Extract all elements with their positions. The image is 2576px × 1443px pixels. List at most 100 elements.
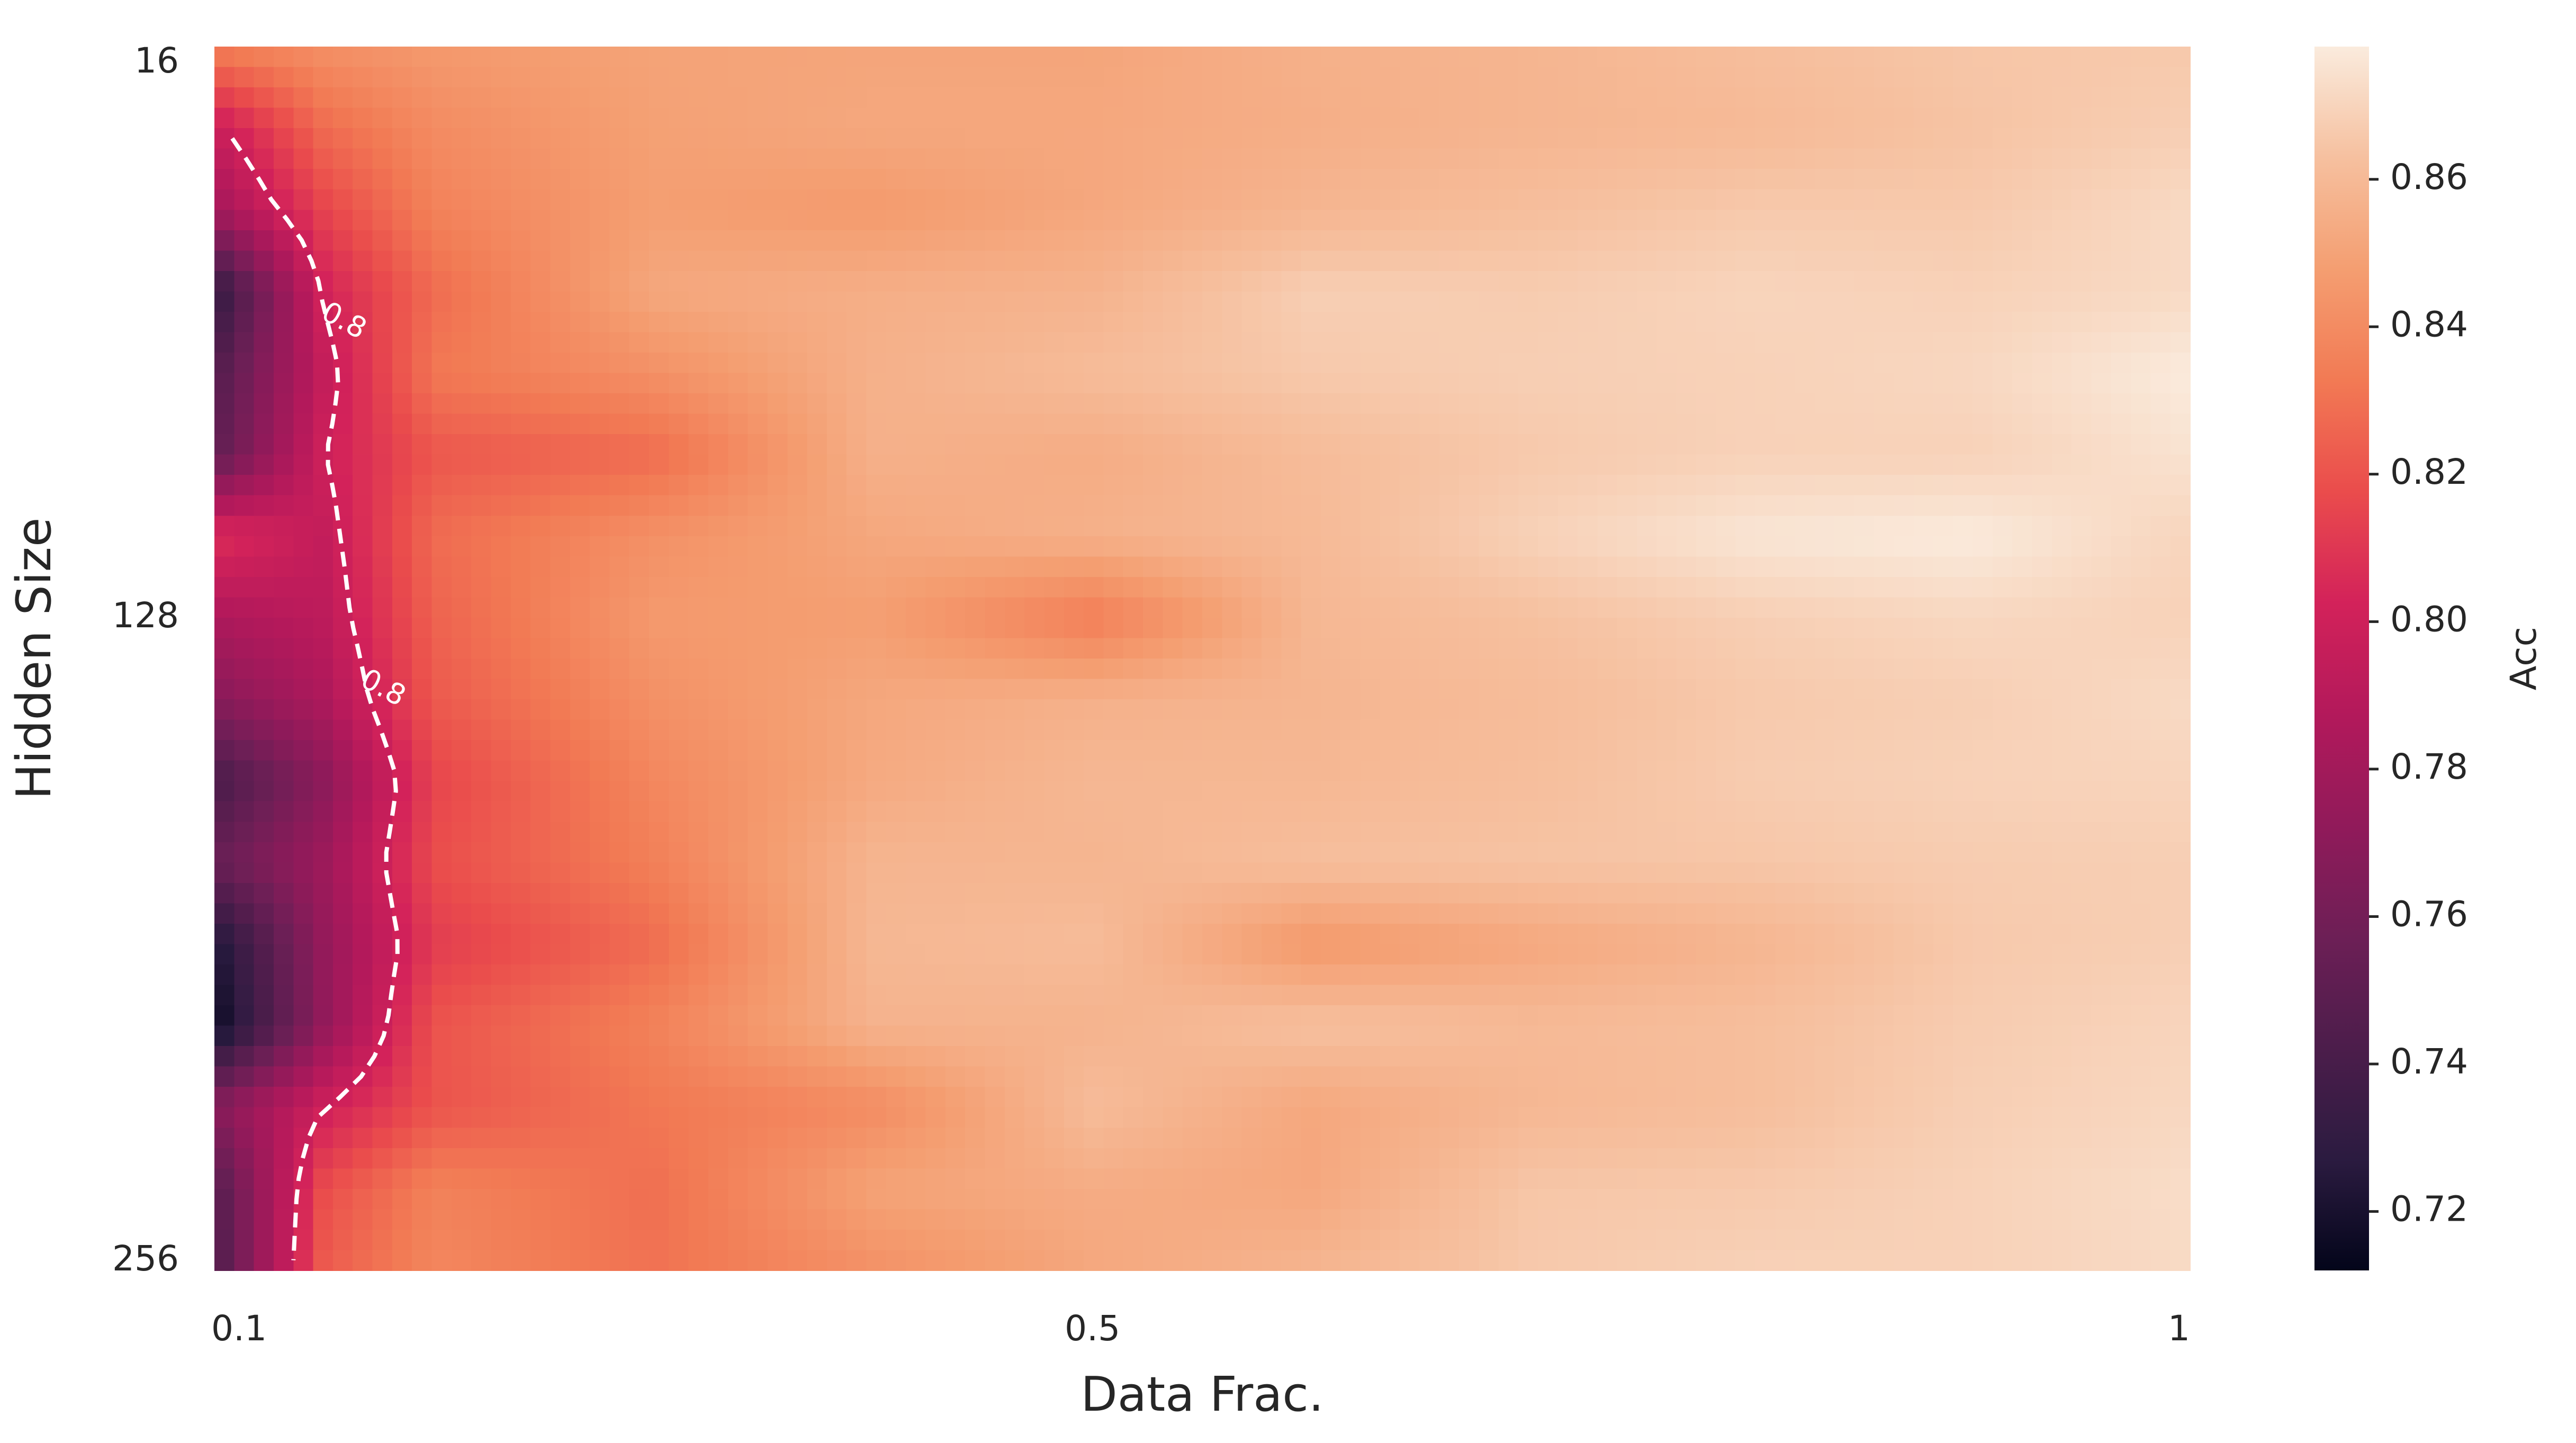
heatmap-cell — [313, 842, 334, 863]
heatmap-cell — [728, 270, 749, 292]
heatmap-cell — [609, 862, 630, 883]
heatmap-cell — [1163, 740, 1183, 761]
heatmap-cell — [1933, 923, 1953, 945]
heatmap-cell — [590, 719, 610, 741]
heatmap-cell — [1913, 373, 1934, 394]
heatmap-cell — [1597, 617, 1618, 639]
heatmap-cell — [2150, 311, 2171, 333]
heatmap-cell — [1380, 1005, 1400, 1026]
heatmap-cell — [1854, 719, 1875, 741]
heatmap-cell — [866, 311, 887, 333]
heatmap-cell — [1084, 923, 1104, 945]
heatmap-cell — [353, 128, 373, 149]
heatmap-cell — [2170, 495, 2191, 517]
heatmap-cell — [412, 536, 433, 557]
heatmap-cell — [2150, 781, 2171, 802]
heatmap-cell — [550, 270, 571, 292]
heatmap-cell — [1498, 679, 1519, 700]
heatmap-cell — [1578, 1025, 1598, 1047]
heatmap-cell — [1459, 128, 1480, 149]
heatmap-cell — [332, 617, 354, 639]
heatmap-cell — [906, 679, 926, 700]
heatmap-cell — [985, 638, 1005, 659]
heatmap-cell — [234, 781, 255, 802]
heatmap-cell — [1103, 699, 1124, 720]
heatmap-cell — [767, 169, 788, 190]
heatmap-cell — [1814, 67, 1835, 88]
heatmap-cell — [945, 169, 966, 190]
heatmap-cell — [1241, 659, 1262, 680]
heatmap-cell — [1419, 923, 1440, 945]
heatmap-cell — [1834, 719, 1855, 741]
heatmap-cell — [1894, 353, 1914, 374]
heatmap-cell — [1143, 1005, 1164, 1026]
heatmap-cell — [2051, 67, 2072, 88]
heatmap-cell — [2051, 230, 2072, 251]
heatmap-cell — [471, 923, 492, 945]
heatmap-cell — [1004, 862, 1025, 883]
heatmap-cell — [925, 311, 946, 333]
heatmap-cell — [866, 822, 887, 843]
heatmap-cell — [530, 189, 551, 211]
heatmap-cell — [906, 923, 926, 945]
heatmap-cell — [1400, 148, 1420, 169]
heatmap-cell — [1301, 597, 1321, 618]
heatmap-cell — [392, 373, 412, 394]
heatmap-cell — [1123, 638, 1143, 659]
heatmap-cell — [1301, 801, 1321, 823]
heatmap-cell — [1143, 495, 1164, 517]
heatmap-cell — [1064, 679, 1084, 700]
heatmap-cell — [2032, 454, 2052, 475]
heatmap-cell — [2051, 373, 2072, 394]
heatmap-cell — [1400, 842, 1420, 863]
heatmap-cell — [846, 801, 867, 823]
heatmap-cell — [669, 516, 689, 537]
heatmap-cell — [965, 210, 986, 231]
heatmap-cell — [1894, 903, 1914, 924]
heatmap-cell — [510, 413, 531, 435]
heatmap-cell — [728, 719, 749, 741]
heatmap-cell — [1795, 107, 1815, 129]
heatmap-cell — [629, 128, 650, 149]
heatmap-cell — [471, 270, 492, 292]
heatmap-cell — [2051, 699, 2072, 720]
heatmap-cell — [1241, 903, 1262, 924]
heatmap-cell — [1084, 842, 1104, 863]
heatmap-cell — [1320, 556, 1341, 578]
heatmap-cell — [767, 679, 788, 700]
heatmap-cell — [1735, 1025, 1756, 1047]
heatmap-cell — [2071, 638, 2092, 659]
heatmap-cell — [985, 944, 1005, 965]
heatmap-cell — [965, 47, 986, 68]
heatmap-cell — [2012, 107, 2033, 129]
heatmap-cell — [2051, 454, 2072, 475]
heatmap-cell — [2032, 781, 2052, 802]
heatmap-cell — [1479, 944, 1499, 965]
heatmap-cell — [1874, 536, 1894, 557]
heatmap-cell — [1676, 148, 1697, 169]
heatmap-cell — [1439, 393, 1460, 414]
heatmap-cell — [1320, 128, 1341, 149]
heatmap-cell — [1933, 597, 1953, 618]
heatmap-cell — [1320, 311, 1341, 333]
heatmap-cell — [234, 210, 255, 231]
heatmap-cell — [965, 475, 986, 496]
heatmap-cell — [1775, 210, 1796, 231]
heatmap-cell — [906, 903, 926, 924]
heatmap-cell — [1696, 923, 1717, 945]
heatmap-cell — [1557, 107, 1578, 129]
heatmap-cell — [1301, 434, 1321, 455]
heatmap-cell — [1004, 576, 1025, 598]
heatmap-cell — [1913, 516, 1934, 537]
heatmap-cell — [1518, 679, 1539, 700]
heatmap-cell — [767, 189, 788, 211]
heatmap-cell — [1241, 230, 1262, 251]
heatmap-cell — [550, 556, 571, 578]
heatmap-cell — [807, 291, 827, 312]
heatmap-cell — [1241, 985, 1262, 1006]
heatmap-cell — [1518, 189, 1539, 211]
heatmap-cell — [2012, 169, 2033, 190]
heatmap-cell — [1518, 454, 1539, 475]
heatmap-cell — [609, 413, 630, 435]
heatmap-cell — [1301, 719, 1321, 741]
